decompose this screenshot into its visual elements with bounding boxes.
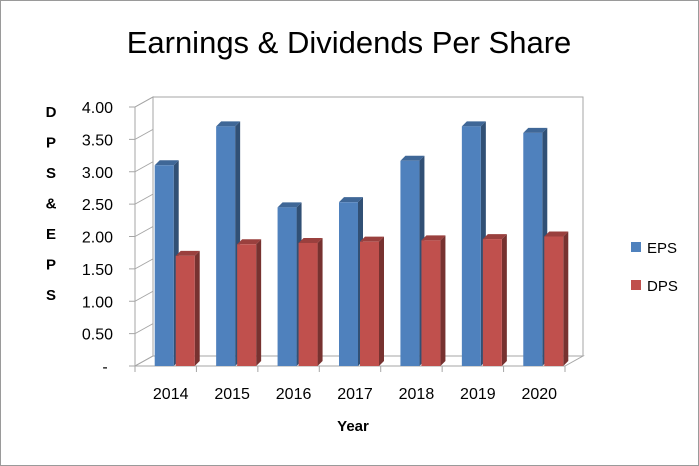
bar-front <box>154 165 174 366</box>
y-tick-label: 0.50 <box>82 327 113 344</box>
bar-front <box>421 240 441 366</box>
bar-top <box>298 237 323 243</box>
bar-top <box>523 127 548 133</box>
x-tick-label: 2017 <box>337 386 373 403</box>
bar-eps <box>154 160 179 366</box>
bar-top <box>421 235 446 241</box>
legend-label-eps: EPS <box>647 240 677 257</box>
bar-side <box>501 234 507 366</box>
y-tick-depth-line <box>134 290 154 302</box>
bar-top <box>482 234 507 240</box>
bar-front <box>277 207 297 366</box>
bar-dps <box>175 250 200 366</box>
bar-dps <box>298 237 323 366</box>
bar-front <box>482 239 502 366</box>
y-tick-label: 2.00 <box>82 230 113 247</box>
bar-front <box>461 126 481 366</box>
bar-eps <box>277 202 302 366</box>
bars <box>154 121 569 367</box>
bar-front <box>360 241 379 366</box>
x-tick-label: 2014 <box>153 386 189 403</box>
bar-dps <box>544 231 569 366</box>
bar-dps <box>421 235 446 366</box>
bar-top <box>360 236 384 242</box>
bar-dps <box>482 234 507 366</box>
bar-side <box>440 235 446 366</box>
y-axis-title-char: P <box>46 257 56 274</box>
y-axis-title-char: & <box>46 196 57 213</box>
bar-top <box>400 155 425 161</box>
y-tick-label: 4.00 <box>82 100 113 117</box>
y-axis-title-char: P <box>46 135 56 152</box>
bar-top <box>461 121 486 127</box>
bar-top <box>277 202 302 208</box>
y-tick-depth-line <box>134 96 154 108</box>
y-tick-depth-line <box>134 193 154 205</box>
bar-eps <box>523 127 548 367</box>
bar-front <box>339 202 358 366</box>
bar-front <box>298 242 318 366</box>
y-tick-depth-line <box>134 226 154 237</box>
bar-top <box>216 121 241 127</box>
y-tick-label: 1.00 <box>82 294 113 311</box>
bar-front <box>175 255 195 366</box>
bar-side <box>563 231 569 366</box>
x-tick-label: 2016 <box>276 386 312 403</box>
y-tick-label: - <box>102 359 107 376</box>
bar-eps <box>216 121 241 366</box>
legend-swatch-eps <box>631 242 641 252</box>
bar-eps <box>339 197 363 366</box>
y-tick-label: 3.50 <box>82 132 113 149</box>
bar-front <box>400 160 420 366</box>
bar-top <box>154 160 179 166</box>
y-axis-title-char: S <box>46 287 56 304</box>
bar-top <box>237 239 262 245</box>
y-tick-label: 1.50 <box>82 262 113 279</box>
y-tick-depth-line <box>134 128 154 140</box>
y-tick-depth-line <box>134 161 154 173</box>
x-tick-label: 2015 <box>214 386 250 403</box>
legend: EPS DPS <box>631 240 678 295</box>
y-tick-label: 2.50 <box>82 197 113 214</box>
bar-side <box>194 250 200 366</box>
legend-label-dps: DPS <box>647 278 678 295</box>
y-axis-ticks: - 0.50 1.00 1.50 2.00 2.50 3.00 3.50 4.00 <box>82 96 154 376</box>
x-tick-label: 2020 <box>521 386 557 403</box>
y-tick-depth-line <box>134 323 154 335</box>
bar-eps <box>400 155 425 366</box>
bar-dps <box>360 236 384 366</box>
x-tick-label: 2018 <box>399 386 435 403</box>
y-axis-title-char: S <box>46 165 56 182</box>
bar-side <box>317 237 323 366</box>
legend-swatch-dps <box>631 280 641 290</box>
bar-front <box>216 126 236 366</box>
y-axis-title: DPS&EPS <box>46 104 57 304</box>
y-tick-label: 3.00 <box>82 165 113 182</box>
bar-front <box>523 132 543 366</box>
chart-title: Earnings & Dividends Per Share <box>127 25 572 60</box>
y-tick-depth-line <box>134 258 154 270</box>
x-axis-title: Year <box>337 418 369 435</box>
x-tick-label: 2019 <box>460 386 496 403</box>
x-axis-ticks: 2014 2015 2016 2017 2018 2019 2020 <box>134 366 566 403</box>
bar-top <box>544 231 569 237</box>
bar-front <box>544 236 564 366</box>
y-axis-title-char: E <box>46 226 56 243</box>
y-axis-title-char: D <box>46 104 57 121</box>
bar-side <box>256 239 262 366</box>
bar-dps <box>237 239 262 366</box>
bar-top <box>339 197 363 203</box>
bar-top <box>175 250 200 256</box>
bar-side <box>379 236 384 366</box>
y-tick-depth-line <box>134 355 154 367</box>
bar-front <box>237 244 257 366</box>
bar-eps <box>461 121 486 366</box>
